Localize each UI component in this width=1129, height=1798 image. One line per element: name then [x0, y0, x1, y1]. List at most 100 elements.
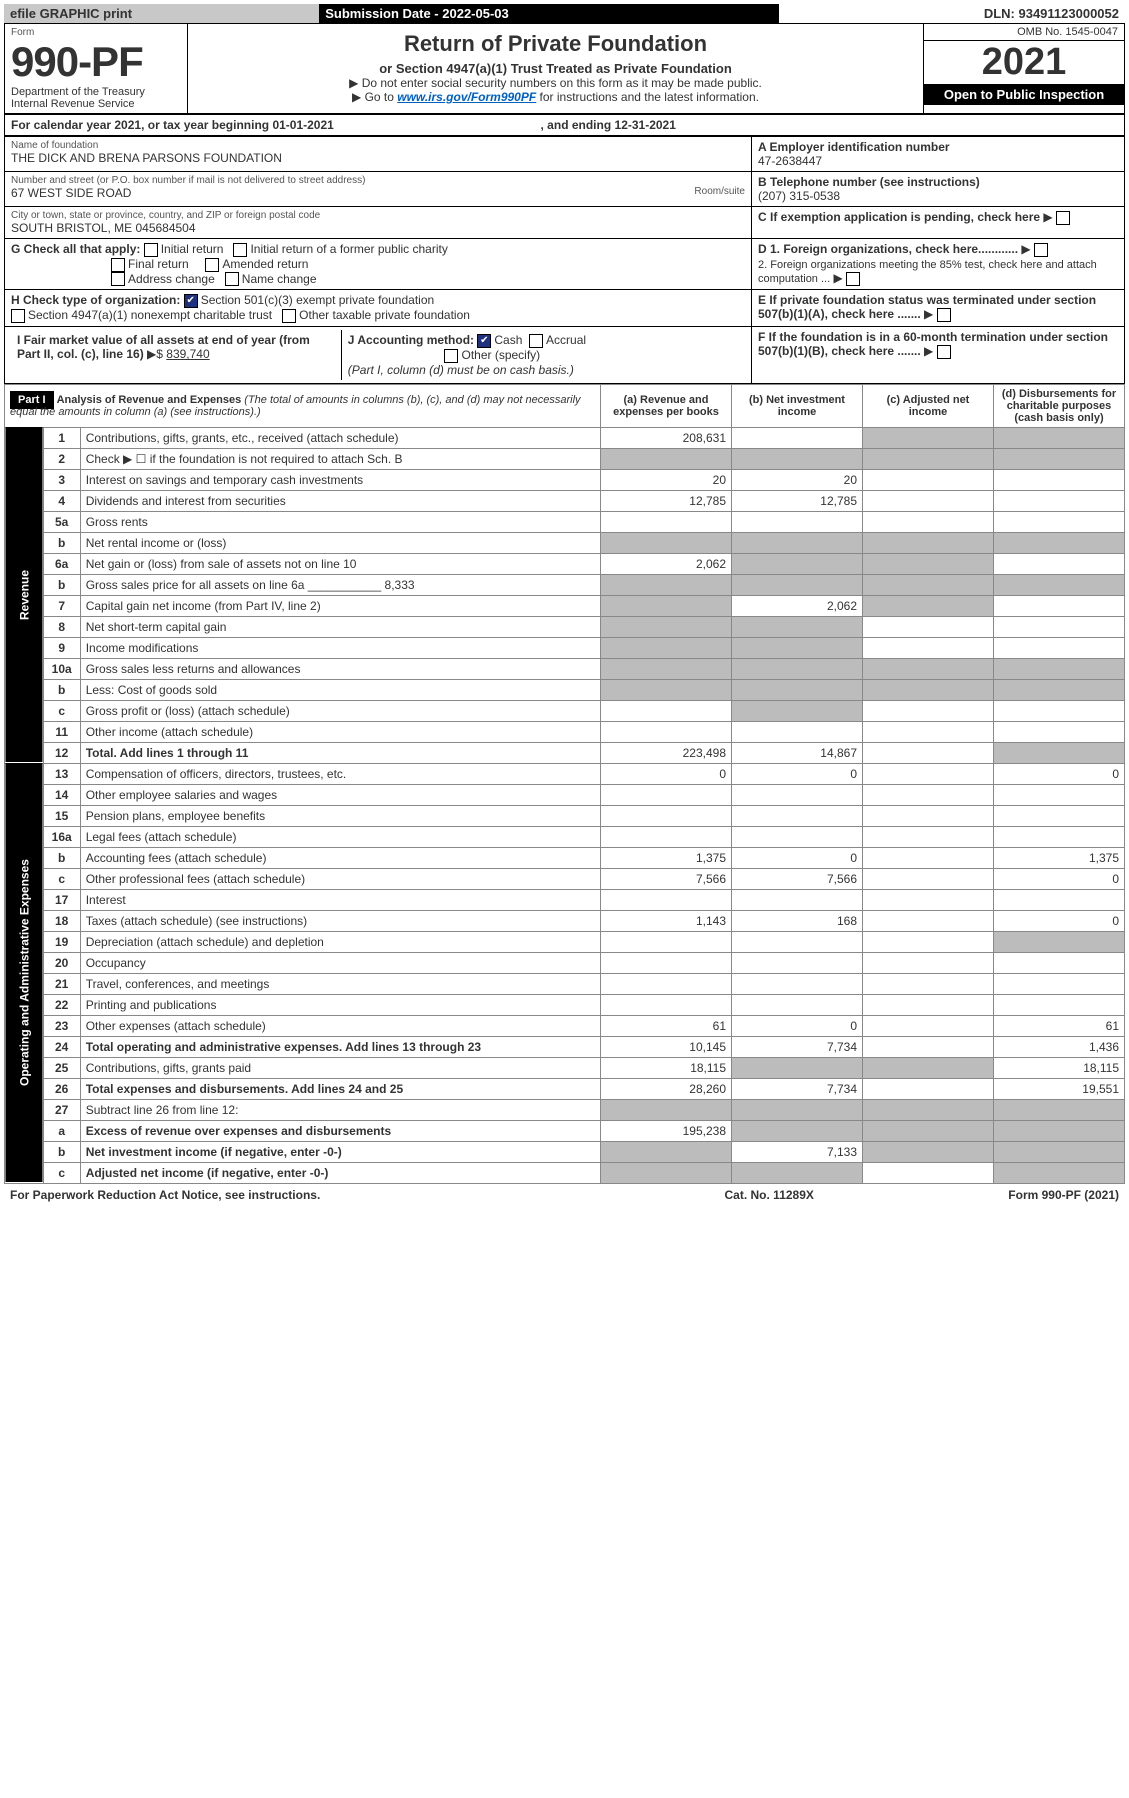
identification-block: Name of foundation THE DICK AND BRENA PA…: [4, 136, 1125, 384]
form-header: Form 990-PF Department of the Treasury I…: [4, 23, 1125, 114]
cell-b: 7,734: [732, 1036, 863, 1057]
addr-label: Number and street (or P.O. box number if…: [11, 175, 745, 186]
cell-d: [994, 973, 1125, 994]
tax-year: 2021: [924, 41, 1124, 84]
cell-b: [732, 427, 863, 448]
g-initial-former[interactable]: [233, 243, 247, 257]
g-final-return[interactable]: [111, 258, 125, 272]
row-number: 17: [43, 889, 80, 910]
form990pf-link[interactable]: www.irs.gov/Form990PF: [397, 90, 536, 104]
row-desc: Gross sales price for all assets on line…: [80, 574, 600, 595]
cell-b: 7,566: [732, 868, 863, 889]
ssn-note: ▶ Do not enter social security numbers o…: [194, 76, 917, 90]
omb-number: OMB No. 1545-0047: [924, 24, 1124, 41]
row-desc: Accounting fees (attach schedule): [80, 847, 600, 868]
table-row: 4Dividends and interest from securities1…: [5, 490, 1125, 511]
cell-a: [601, 511, 732, 532]
cell-d: [994, 721, 1125, 742]
cell-a: [601, 805, 732, 826]
j-cash-checkbox[interactable]: ✔: [477, 334, 491, 348]
table-row: 6aNet gain or (loss) from sale of assets…: [5, 553, 1125, 574]
form-title: Return of Private Foundation: [194, 31, 917, 57]
table-row: 14Other employee salaries and wages: [5, 784, 1125, 805]
row-number: c: [43, 700, 80, 721]
cell-d: [994, 700, 1125, 721]
g-amended[interactable]: [205, 258, 219, 272]
cell-c: [863, 679, 994, 700]
cell-c: [863, 448, 994, 469]
h-501c3-checkbox[interactable]: ✔: [184, 294, 198, 308]
h-4947-checkbox[interactable]: [11, 309, 25, 323]
e-checkbox[interactable]: [937, 308, 951, 322]
row-desc: Net short-term capital gain: [80, 616, 600, 637]
h-label: H Check type of organization:: [11, 293, 180, 307]
row-number: b: [43, 1141, 80, 1162]
cell-d: [994, 511, 1125, 532]
i-label: I Fair market value of all assets at end…: [17, 333, 310, 361]
row-desc: Dividends and interest from securities: [80, 490, 600, 511]
row-desc: Income modifications: [80, 637, 600, 658]
cell-d: [994, 805, 1125, 826]
row-number: 15: [43, 805, 80, 826]
g-initial-return[interactable]: [144, 243, 158, 257]
table-row: 16aLegal fees (attach schedule): [5, 826, 1125, 847]
cell-d: [994, 658, 1125, 679]
cell-d: 18,115: [994, 1057, 1125, 1078]
cell-c: [863, 742, 994, 763]
cell-a: 18,115: [601, 1057, 732, 1078]
j-label: J Accounting method:: [348, 333, 474, 347]
row-desc: Taxes (attach schedule) (see instruction…: [80, 910, 600, 931]
cell-b: [732, 952, 863, 973]
cell-a: [601, 448, 732, 469]
cell-a: [601, 1162, 732, 1183]
cell-d: [994, 826, 1125, 847]
room-label: Room/suite: [694, 186, 745, 197]
cell-a: 208,631: [601, 427, 732, 448]
g-name-change[interactable]: [225, 272, 239, 286]
row-desc: Total expenses and disbursements. Add li…: [80, 1078, 600, 1099]
cell-a: 7,566: [601, 868, 732, 889]
d2-checkbox[interactable]: [846, 272, 860, 286]
row-desc: Contributions, gifts, grants, etc., rece…: [80, 427, 600, 448]
row-number: a: [43, 1120, 80, 1141]
row-number: 26: [43, 1078, 80, 1099]
h-other-checkbox[interactable]: [282, 309, 296, 323]
cell-b: [732, 574, 863, 595]
c-checkbox[interactable]: [1056, 211, 1070, 225]
cell-c: [863, 1162, 994, 1183]
table-row: 26Total expenses and disbursements. Add …: [5, 1078, 1125, 1099]
f-checkbox[interactable]: [937, 345, 951, 359]
table-row: bLess: Cost of goods sold: [5, 679, 1125, 700]
cell-a: [601, 658, 732, 679]
cell-b: [732, 721, 863, 742]
cell-a: [601, 889, 732, 910]
cell-b: 20: [732, 469, 863, 490]
j-accrual-checkbox[interactable]: [529, 334, 543, 348]
cell-c: [863, 826, 994, 847]
e-label: E If private foundation status was termi…: [758, 293, 1096, 321]
goto-note: ▶ Go to www.irs.gov/Form990PF for instru…: [194, 90, 917, 104]
city-state-zip: SOUTH BRISTOL, ME 045684504: [11, 221, 196, 235]
row-desc: Other income (attach schedule): [80, 721, 600, 742]
cell-d: 0: [994, 910, 1125, 931]
table-row: 5aGross rents: [5, 511, 1125, 532]
cell-b: [732, 889, 863, 910]
cell-b: [732, 826, 863, 847]
cell-a: 2,062: [601, 553, 732, 574]
j-other-checkbox[interactable]: [444, 349, 458, 363]
form-subtitle: or Section 4947(a)(1) Trust Treated as P…: [194, 61, 917, 76]
cell-b: [732, 994, 863, 1015]
name-label: Name of foundation: [11, 140, 745, 151]
row-desc: Total. Add lines 1 through 11: [80, 742, 600, 763]
paperwork-notice: For Paperwork Reduction Act Notice, see …: [4, 1186, 665, 1204]
cat-no: Cat. No. 11289X: [665, 1186, 873, 1204]
table-row: 15Pension plans, employee benefits: [5, 805, 1125, 826]
row-desc: Net gain or (loss) from sale of assets n…: [80, 553, 600, 574]
row-number: 3: [43, 469, 80, 490]
cell-b: 0: [732, 763, 863, 784]
g-address-change[interactable]: [111, 272, 125, 286]
row-number: 11: [43, 721, 80, 742]
row-desc: Printing and publications: [80, 994, 600, 1015]
cell-d: [994, 889, 1125, 910]
d1-checkbox[interactable]: [1034, 243, 1048, 257]
